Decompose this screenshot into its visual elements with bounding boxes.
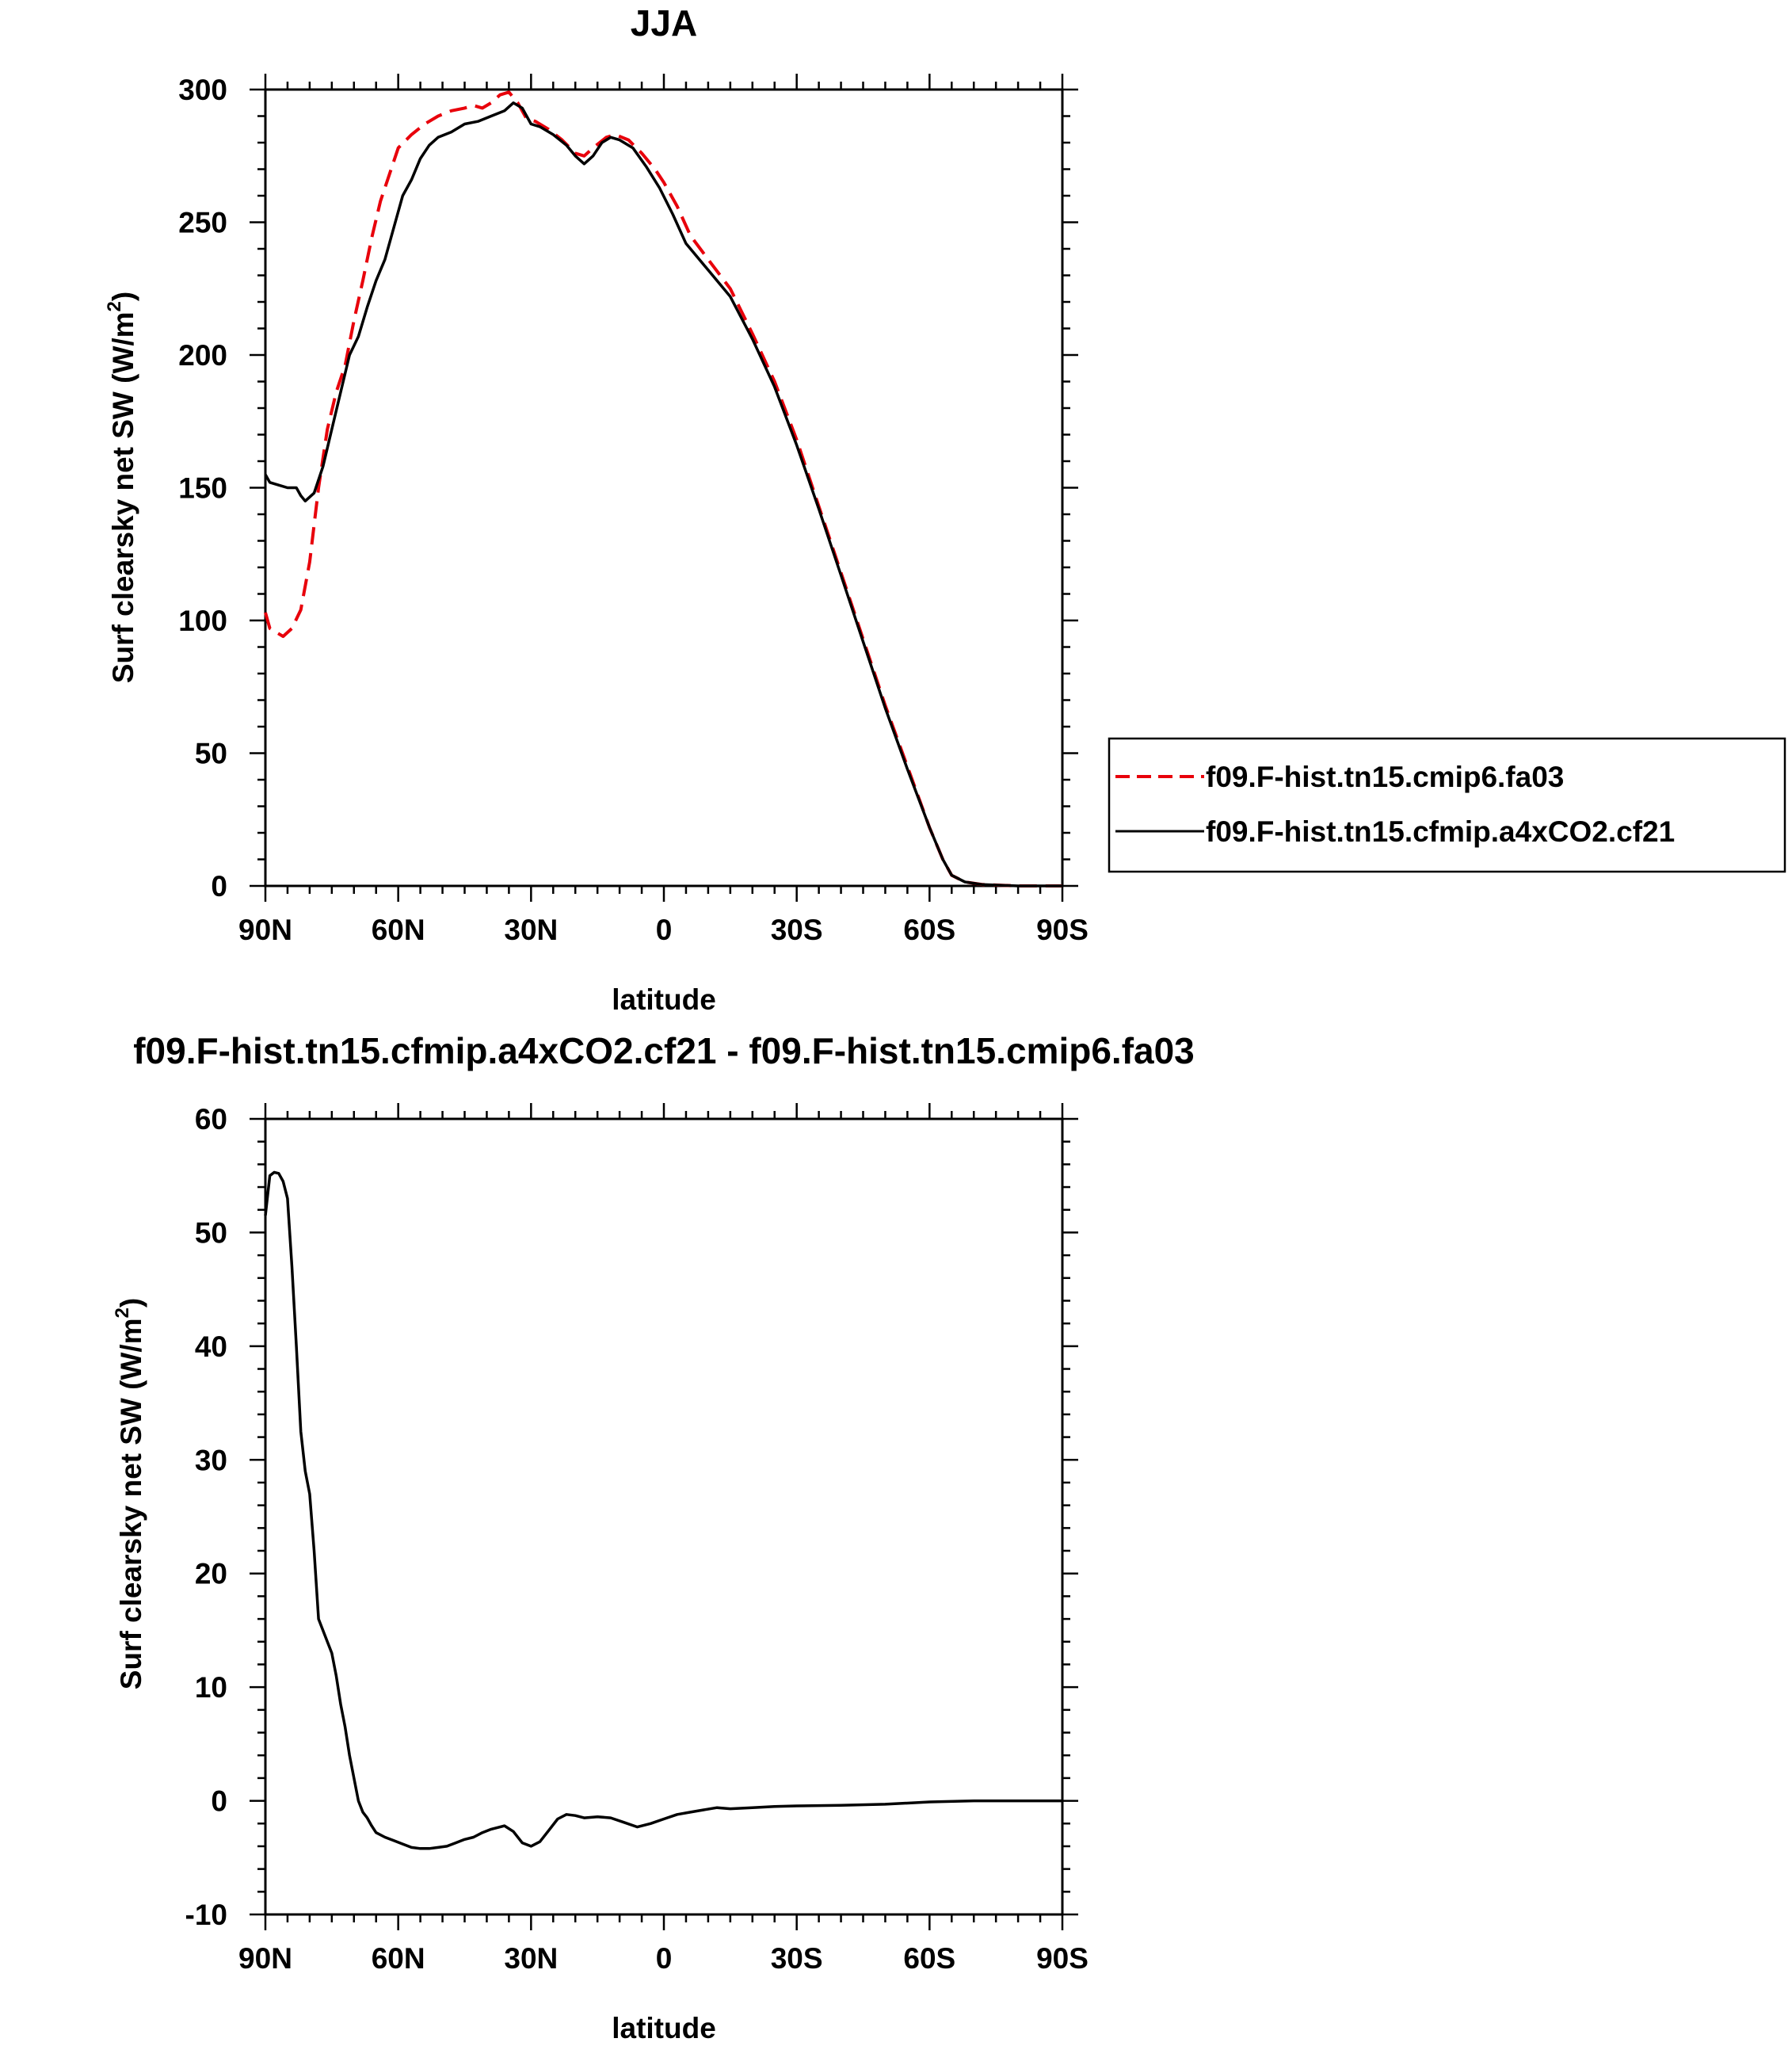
bottom-chart-title: f09.F-hist.tn15.cfmip.a4xCO2.cf21 - f09.…	[133, 1030, 1195, 1071]
x-tick-label: 60S	[903, 1942, 955, 1975]
top-chart: JJA 90N 60N 30N 0 30S 60S 90S 0 50 100 150 200 250 30…	[104, 2, 1786, 1016]
x-tick-label: 0	[656, 914, 673, 946]
x-tick-label: 0	[656, 1942, 673, 1975]
y-tick-label: 50	[195, 1216, 227, 1249]
y-tick-label: 60	[195, 1103, 227, 1136]
bottom-plot-frame	[264, 1117, 1064, 1916]
bottom-series-layer	[264, 1170, 1062, 1850]
bottom-y-axis-label-sup: 2	[112, 1307, 133, 1318]
legend-box	[1108, 737, 1786, 873]
y-tick-label: 100	[178, 605, 227, 637]
top-ticks: 90N 60N 30N 0 30S 60S 90S 0 50 100 150 200 250 300	[178, 74, 1089, 946]
x-tick-label: 60N	[372, 1942, 425, 1975]
x-tick-label: 30N	[504, 914, 558, 946]
x-tick-label: 60N	[372, 914, 425, 946]
bottom-ticks: 90N 60N 30N 0 30S 60S 90S -10 0 10 20 30 40 50 60	[185, 1103, 1089, 1975]
top-x-axis-label: latitude	[612, 983, 716, 1016]
legend-label-series-2: f09.F-hist.tn15.cfmip.a4xCO2.cf21	[1206, 815, 1675, 848]
bottom-y-axis-label-end: )	[115, 1298, 147, 1307]
bottom-chart: f09.F-hist.tn15.cfmip.a4xCO2.cf21 - f09.…	[112, 1030, 1195, 2044]
y-tick-label: 40	[195, 1330, 227, 1363]
top-y-axis-label-main: Surf clearsky net SW (W/m	[107, 311, 139, 683]
top-series-line-1	[264, 90, 1062, 887]
x-tick-label: 90N	[238, 1942, 292, 1975]
y-tick-label: 250	[178, 207, 227, 239]
y-tick-label: 30	[195, 1444, 227, 1476]
y-tick-label: 150	[178, 472, 227, 505]
y-tick-label: 10	[195, 1671, 227, 1704]
y-tick-label: 0	[211, 1785, 227, 1818]
top-y-axis-label-end: )	[107, 292, 139, 301]
x-tick-label: 60S	[903, 914, 955, 946]
bottom-series-line-1	[264, 1170, 1062, 1850]
x-tick-label: 30S	[771, 1942, 823, 1975]
x-tick-label: 90S	[1036, 914, 1089, 946]
x-tick-label: 90N	[238, 914, 292, 946]
top-plot-frame	[264, 88, 1064, 887]
bottom-y-axis-label-main: Surf clearsky net SW (W/m	[115, 1318, 147, 1689]
top-y-axis-label-sup: 2	[104, 301, 125, 311]
x-tick-label: 90S	[1036, 1942, 1089, 1975]
y-tick-label: 0	[211, 870, 227, 903]
y-tick-label: 300	[178, 74, 227, 106]
top-y-axis-label: Surf clearsky net SW (W/m2)	[104, 292, 139, 683]
bottom-x-axis-label: latitude	[612, 2012, 716, 2044]
bottom-y-axis-label: Surf clearsky net SW (W/m2)	[112, 1298, 147, 1689]
y-tick-label: -10	[185, 1899, 227, 1931]
y-tick-label: 200	[178, 339, 227, 372]
top-chart-title: JJA	[631, 2, 697, 44]
y-tick-label: 20	[195, 1558, 227, 1590]
legend-label-series-1: f09.F-hist.tn15.cmip6.fa03	[1206, 761, 1564, 793]
y-tick-label: 50	[195, 738, 227, 770]
legend: f09.F-hist.tn15.cmip6.fa03 f09.F-hist.tn…	[1108, 737, 1786, 873]
x-tick-label: 30S	[771, 914, 823, 946]
top-series-layer	[264, 90, 1062, 887]
top-series-line-2	[264, 101, 1062, 887]
x-tick-label: 30N	[504, 1942, 558, 1975]
